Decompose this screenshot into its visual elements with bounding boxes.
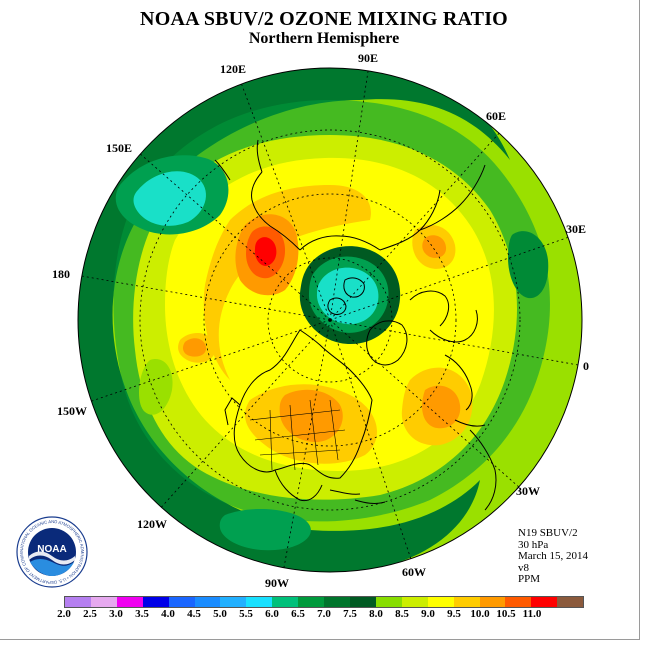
lon-label-60e: 60E	[486, 109, 506, 123]
info-satellite: N19 SBUV/2	[518, 527, 578, 539]
lon-label-90w: 90W	[265, 576, 289, 590]
figure-frame	[0, 0, 640, 640]
colorbar-segment	[194, 597, 221, 607]
lon-label-180: 180	[52, 267, 70, 281]
colorbar-tick-label: 4.0	[161, 608, 175, 620]
lon-label-0: 0	[583, 359, 589, 373]
colorbar-segment	[220, 597, 247, 607]
colorbar-segment	[324, 597, 350, 607]
graticule	[78, 68, 579, 572]
colorbar-segment	[557, 597, 584, 607]
colorbar-tick-label: 7.0	[317, 608, 331, 620]
colorbar-tick-label: 3.5	[135, 608, 149, 620]
colorbar-segment	[427, 597, 454, 607]
colorbar-tick-label: 5.5	[239, 608, 253, 620]
noaa-logo: NOAA NATIONAL OCEANIC AND ATMOSPHERIC AD…	[16, 516, 88, 588]
map-title: NOAA SBUV/2 OZONE MIXING RATIO	[140, 8, 508, 30]
colorbar-tick-label: 2.5	[83, 608, 97, 620]
colorbar-ticks: 2.0 2.5 3.0 3.5 4.0 4.5 5.0 5.5 6.0 6.5 7.0 7.5 8.0 8…	[57, 608, 584, 622]
info-date: March 15, 2014	[518, 550, 588, 562]
colorbar-segment	[401, 597, 428, 607]
info-units: PPM	[518, 573, 541, 585]
info-level: 30 hPa	[518, 538, 549, 551]
colorbar-tick-label: 6.0	[265, 608, 279, 620]
colorbar-tick-label: 2.0	[57, 608, 71, 620]
colorbar-tick-label: 9.5	[447, 608, 461, 620]
colorbar-tick-label: 8.5	[395, 608, 409, 620]
colorbar-tick-label: 5.0	[213, 608, 227, 620]
lon-label-30w: 30W	[516, 484, 540, 498]
colorbar-tick-label: 8.0	[369, 608, 383, 620]
info-version: v8	[518, 561, 529, 574]
map-subtitle: Northern Hemisphere	[248, 30, 400, 47]
lon-label-120w: 120W	[137, 517, 167, 531]
product-info: N19 SBUV/2 30 hPa March 15, 2014 v8 PPM	[518, 527, 588, 586]
colorbar-tick-label: 11.0	[522, 608, 542, 620]
colorbar-tick-label: 4.5	[187, 608, 201, 620]
colorbar-segment	[298, 597, 325, 607]
colorbar-segment	[479, 597, 506, 607]
colorbar-segment	[349, 597, 376, 607]
colorbar-tick-label: 10.0	[470, 608, 490, 620]
colorbar-tick-label: 9.0	[421, 608, 435, 620]
colorbar-tick-label: 6.5	[291, 608, 305, 620]
lon-label-150w: 150W	[57, 404, 87, 418]
colorbar-segment	[65, 597, 91, 607]
colorbar-segment	[168, 597, 195, 607]
colorbar-segment	[142, 597, 169, 607]
map-boundary	[77, 67, 583, 573]
colorbar-segment	[453, 597, 480, 607]
lon-label-90e: 90E	[358, 51, 378, 65]
colorbar-tick-label: 10.5	[496, 608, 516, 620]
lon-label-30e: 30E	[566, 222, 586, 236]
colorbar-tick-label: 7.5	[343, 608, 357, 620]
colorbar-segment	[531, 597, 558, 607]
colorbar-segment	[505, 597, 532, 607]
colorbar	[64, 596, 584, 608]
colorbar-tick-label: 3.0	[109, 608, 123, 620]
colorbar-segment	[272, 597, 299, 607]
ozone-field	[78, 68, 582, 572]
noaa-logo-text: NOAA	[37, 544, 66, 555]
lon-label-150e: 150E	[106, 141, 132, 155]
coastlines	[214, 139, 497, 511]
lon-label-60w: 60W	[402, 565, 426, 579]
colorbar-segment	[375, 597, 402, 607]
colorbar-segment	[246, 597, 273, 607]
lon-label-120e: 120E	[220, 62, 246, 76]
colorbar-segment	[90, 597, 117, 607]
colorbar-segment	[116, 597, 143, 607]
